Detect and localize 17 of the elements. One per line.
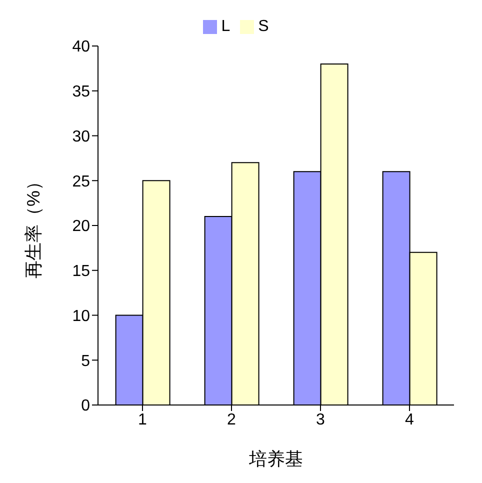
y-tick-label: 0	[81, 398, 90, 415]
x-tick-label: 4	[405, 411, 414, 428]
y-axis-title: 再生率（%）	[23, 172, 44, 279]
y-tick-label: 35	[72, 84, 90, 101]
legend-label: S	[258, 18, 269, 35]
y-tick-label: 25	[72, 173, 90, 190]
y-tick-label: 20	[72, 218, 90, 236]
y-tick-label: 15	[72, 263, 90, 280]
x-axis-title: 培养基	[248, 449, 303, 469]
legend-label: L	[221, 18, 230, 35]
x-tick-label: 1	[138, 411, 148, 428]
y-tick-label: 10	[72, 308, 90, 325]
y-tick-label: 5	[81, 352, 90, 370]
y-tick-label: 40	[72, 38, 90, 56]
y-tick-label: 30	[72, 128, 90, 146]
x-tick-label: 3	[316, 411, 326, 428]
x-tick-label: 2	[227, 411, 236, 428]
